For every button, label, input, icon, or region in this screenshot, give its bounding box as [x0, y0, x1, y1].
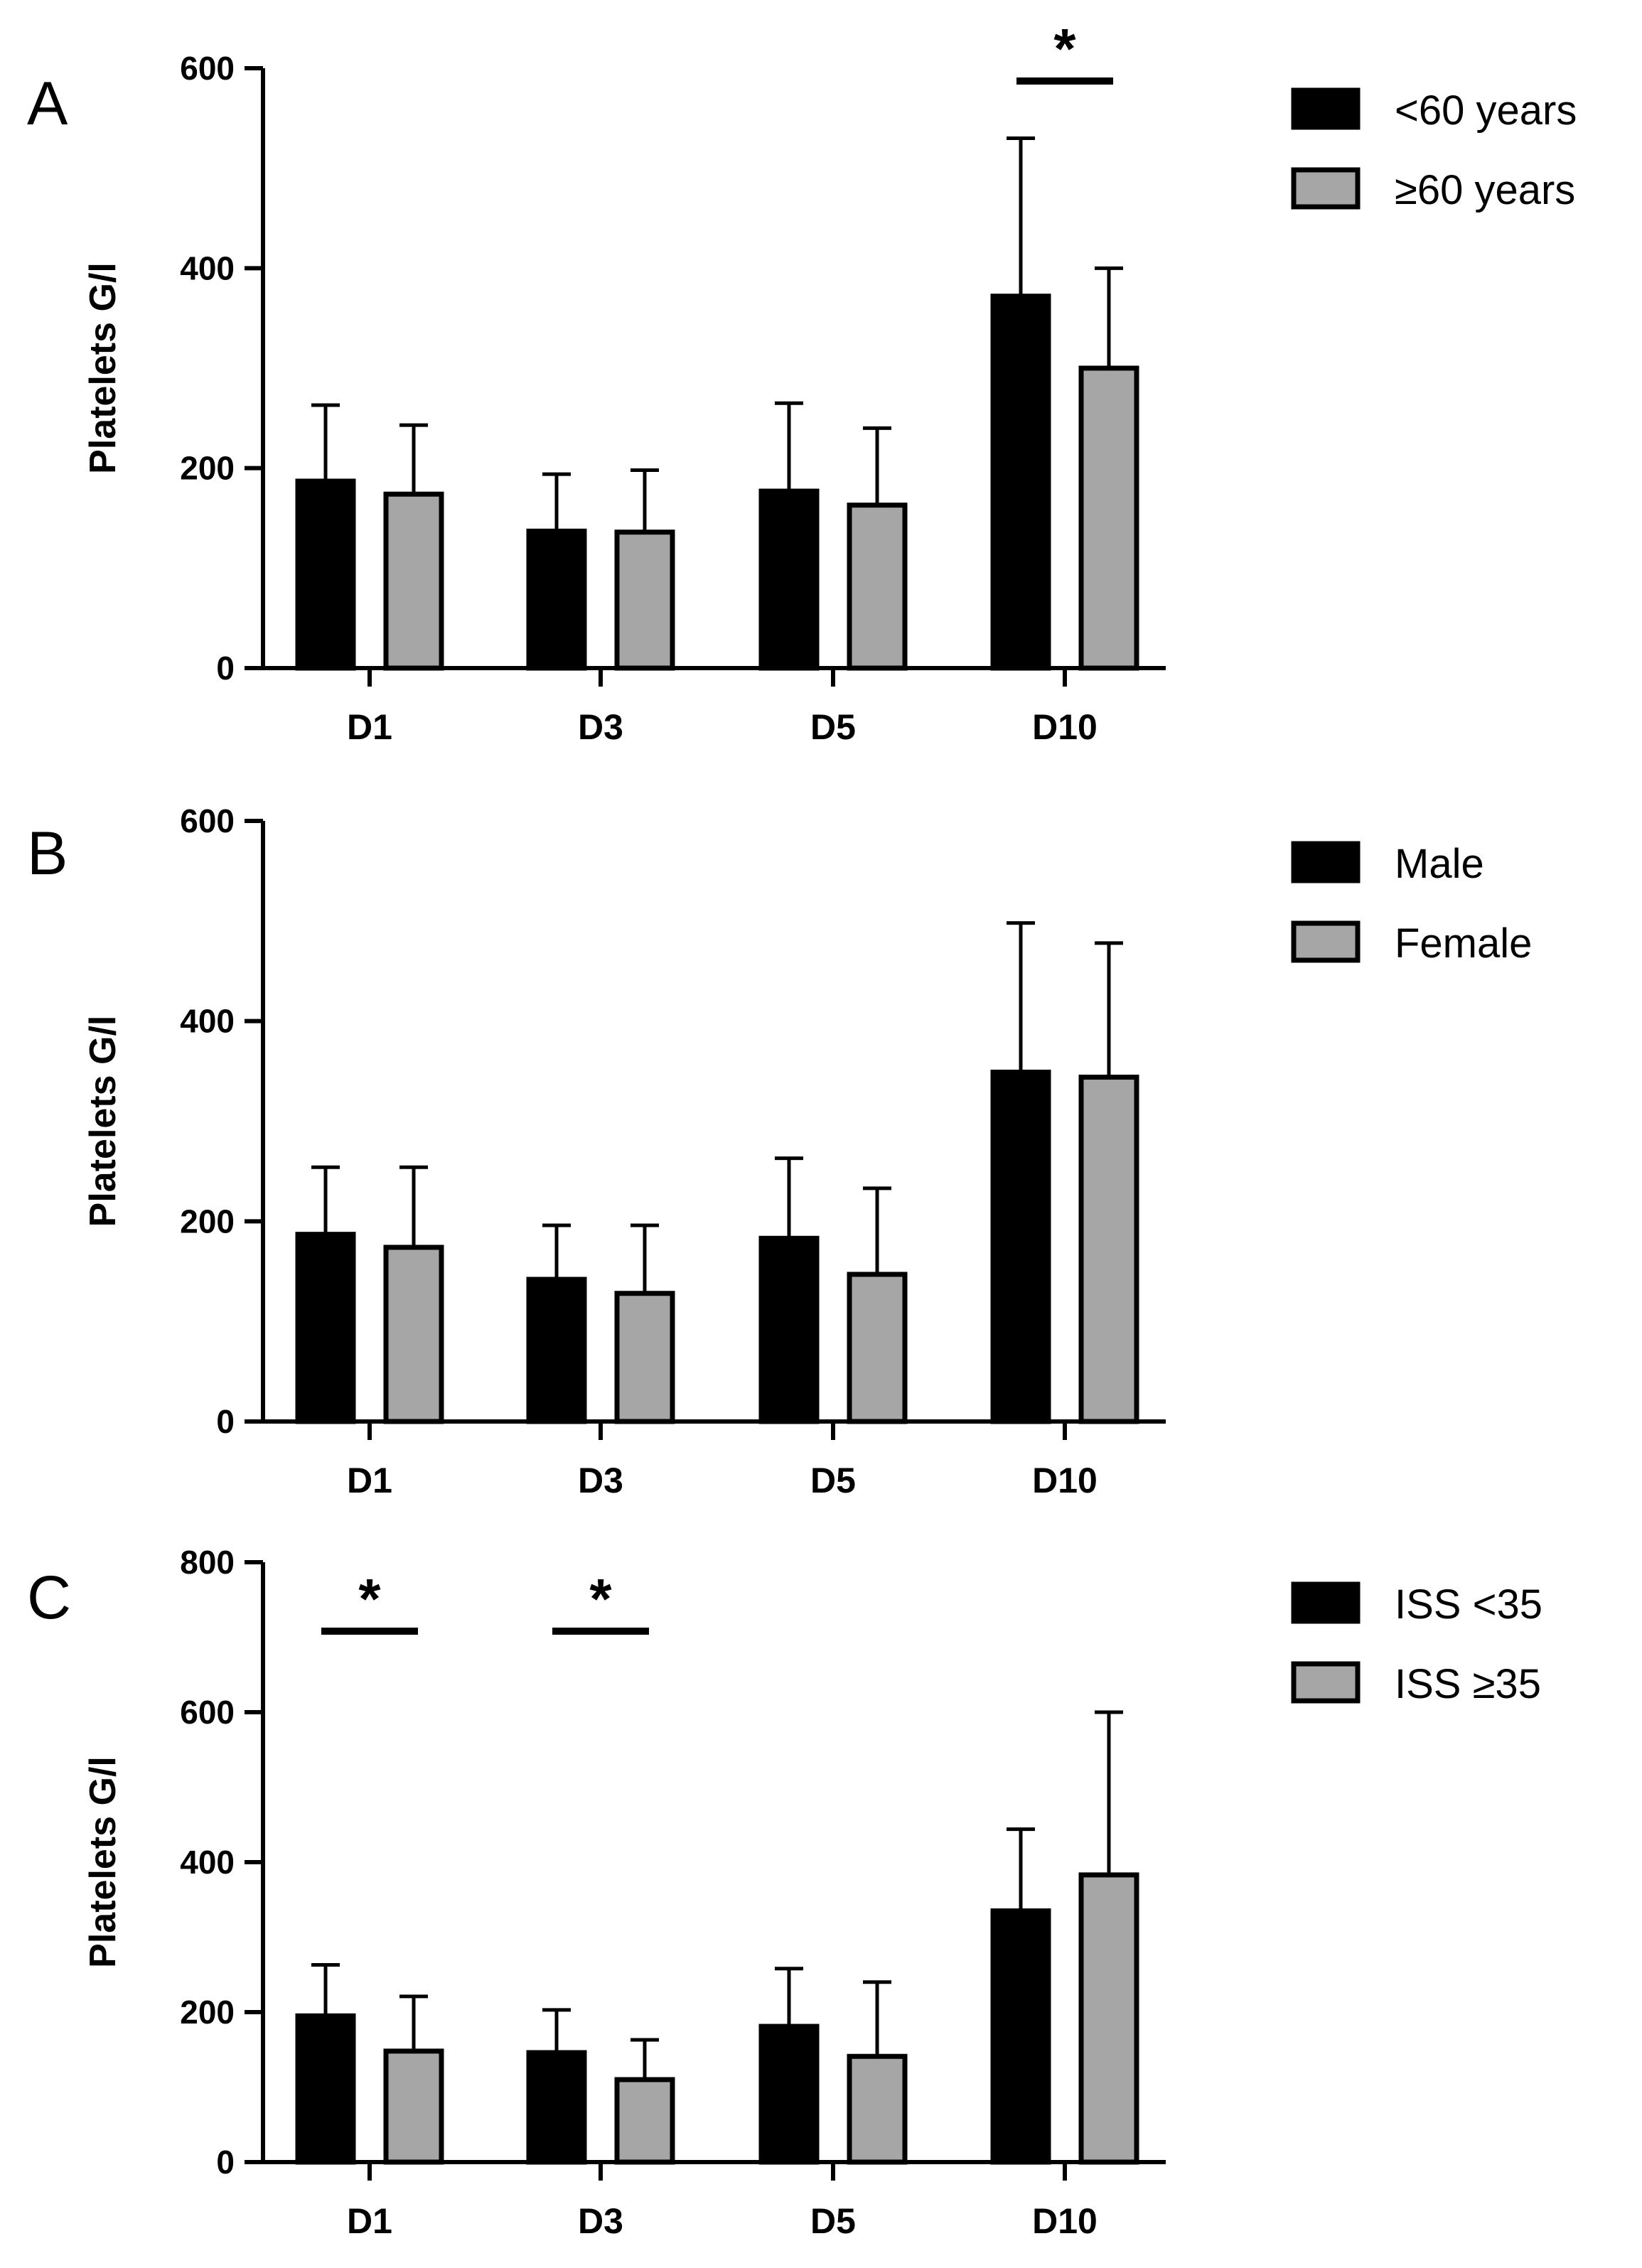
y-tick-label: 600: [180, 802, 235, 839]
x-tick-label: D5: [810, 707, 856, 747]
bar: [990, 1908, 1051, 2165]
bar: [758, 1235, 820, 1424]
bar: [758, 488, 820, 671]
x-tick-label: D1: [347, 2201, 392, 2241]
y-axis-label: Platelets G/l: [82, 1756, 124, 1968]
bar: [1078, 1075, 1139, 1424]
bar: [614, 1291, 675, 1424]
legend-swatch: [1291, 167, 1361, 210]
bar: [990, 1069, 1051, 1424]
significance-star: *: [589, 1567, 612, 1630]
bar: [847, 502, 908, 671]
bar: [383, 2048, 444, 2165]
bar: [614, 530, 675, 671]
legend-swatch: [1291, 920, 1361, 963]
panel-letter: C: [27, 1564, 71, 1632]
significance-star: *: [358, 1567, 381, 1630]
y-tick-label: 400: [180, 1844, 235, 1881]
legend-swatch: [1291, 87, 1361, 130]
y-axis-label: Platelets G/l: [82, 1016, 124, 1227]
bar: [990, 294, 1051, 671]
y-tick-label: 200: [180, 1994, 235, 2031]
legend-swatch: [1291, 1661, 1361, 1704]
x-tick-label: D3: [578, 1461, 623, 1500]
legend-swatch: [1291, 841, 1361, 883]
x-tick-label: D5: [810, 2201, 856, 2241]
legend-label: Female: [1395, 920, 1532, 967]
legend-label: Male: [1395, 841, 1484, 887]
x-tick-label: D1: [347, 707, 392, 747]
y-tick-label: 200: [180, 1203, 235, 1240]
legend-label: ISS ≥35: [1395, 1661, 1541, 1707]
bar: [526, 528, 587, 671]
y-tick-label: 600: [180, 50, 235, 87]
y-tick-label: 0: [216, 1403, 235, 1440]
y-tick-label: 400: [180, 249, 235, 286]
y-tick-label: 0: [216, 650, 235, 687]
x-tick-label: D10: [1032, 707, 1098, 747]
panel-letter: B: [27, 819, 68, 888]
significance-star: *: [1053, 17, 1076, 80]
bar: [295, 1232, 356, 1424]
bar: [526, 1277, 587, 1424]
legend-label: ≥60 years: [1395, 167, 1575, 213]
bar: [383, 1245, 444, 1424]
bar: [758, 2024, 820, 2165]
y-tick-label: 600: [180, 1694, 235, 1731]
x-tick-label: D10: [1032, 2201, 1098, 2241]
bar: [847, 1272, 908, 1424]
bar: [383, 491, 444, 671]
x-tick-label: D5: [810, 1461, 856, 1500]
bar: [526, 2050, 587, 2165]
y-tick-label: 0: [216, 2144, 235, 2181]
x-tick-label: D10: [1032, 1461, 1098, 1500]
y-tick-label: 800: [180, 1544, 235, 1581]
bar: [847, 2053, 908, 2165]
x-tick-label: D3: [578, 707, 623, 747]
panel-letter: A: [27, 70, 68, 138]
bar: [295, 2013, 356, 2165]
y-axis-label: Platelets G/l: [82, 262, 124, 474]
bar: [1078, 365, 1139, 671]
legend-label: ISS <35: [1395, 1581, 1542, 1628]
legend-label: <60 years: [1395, 87, 1577, 134]
bar: [614, 2077, 675, 2165]
x-tick-label: D3: [578, 2201, 623, 2241]
bar: [295, 478, 356, 671]
y-tick-label: 400: [180, 1003, 235, 1040]
x-tick-label: D1: [347, 1461, 392, 1500]
bar: [1078, 1872, 1139, 2165]
legend-swatch: [1291, 1581, 1361, 1624]
y-tick-label: 200: [180, 450, 235, 487]
